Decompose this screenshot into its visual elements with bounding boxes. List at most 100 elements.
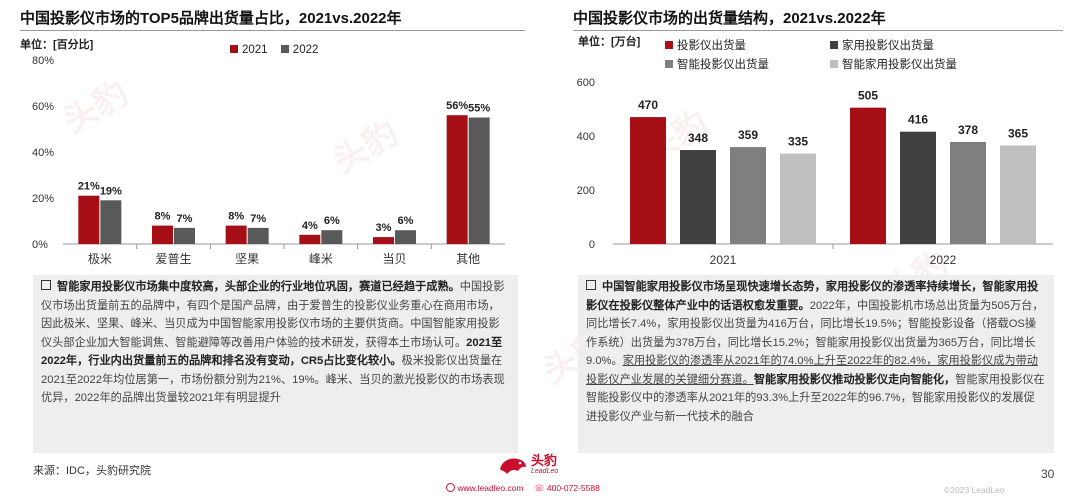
bar-series-4 — [1000, 145, 1036, 244]
data-label: 365 — [1008, 126, 1028, 140]
legend-label: 投影仪出货量 — [677, 40, 746, 52]
globe-icon — [446, 483, 455, 492]
legend-swatch — [280, 45, 289, 53]
bar-series-1 — [850, 107, 886, 245]
legend-label: 2022 — [292, 44, 319, 56]
y-tick-label: 600 — [577, 77, 595, 89]
logo-text: 头豹 — [531, 453, 558, 468]
phone-number: 400-072-5588 — [546, 483, 600, 493]
x-tick-label: 极米 — [88, 252, 112, 266]
x-tick-label: 2021 — [710, 253, 737, 267]
leopard-logo-icon — [500, 458, 526, 474]
x-tick-label: 2022 — [930, 253, 957, 267]
page-number: 30 — [1041, 467, 1055, 481]
legend-swatch — [830, 41, 838, 49]
right-text-normal-1: 2022年，中国投影机市场总出货量为505万台，同比增长7.4%，家用投影仪出货… — [586, 299, 1044, 368]
data-label: 21% — [78, 181, 100, 193]
legend-label: 智能投影仪出货量 — [677, 59, 769, 71]
x-tick-label: 坚果 — [235, 252, 259, 266]
left-text-normal-2: 极米投影仪出货量在2021至2022年均位居第一，市场份额分别为21%、19%。… — [41, 355, 505, 404]
left-unit-label: 单位：[百分比] — [20, 39, 94, 51]
phone-icon: ☏ — [533, 483, 545, 493]
y-tick-label: 20% — [32, 193, 54, 205]
legend-swatch — [665, 41, 673, 49]
x-tick-label: 其他 — [456, 252, 480, 266]
checkbox-bullet-icon — [586, 280, 596, 290]
leadleo-logo: 头豹 LeadLeo — [498, 453, 559, 477]
y-tick-label: 80% — [32, 55, 54, 67]
data-label: 378 — [958, 123, 978, 137]
bar-series-1 — [630, 117, 666, 244]
right-legend-item-2: 家用投影仪出货量 — [830, 37, 934, 53]
right-text-underlined: 家用投影仪的渗透率从2021年的74.0%上升至2022年的82.4%，家用投影… — [586, 355, 1038, 386]
data-label: 8% — [155, 211, 171, 223]
data-label: 4% — [302, 220, 318, 232]
legend-swatch — [230, 45, 238, 53]
website-link[interactable]: www.leadleo.com — [457, 483, 524, 493]
bar-2021 — [78, 195, 100, 244]
legend-swatch — [830, 60, 838, 68]
bar-2022 — [321, 230, 343, 244]
bar-2022 — [174, 227, 195, 244]
data-label: 7% — [250, 213, 266, 225]
left-text-bold-1: 智能家用投影仪市场集中度较高，头部企业的行业地位巩固，赛道已经趋于成熟。 — [57, 281, 460, 293]
x-tick-label: 当贝 — [382, 252, 406, 266]
bar-2022 — [468, 117, 490, 244]
y-tick-label: 0 — [589, 239, 595, 251]
bar-2021 — [152, 225, 173, 244]
data-label: 19% — [100, 185, 122, 197]
copyright: ©2023 LeadLeo — [944, 485, 1005, 495]
data-label: 8% — [228, 211, 244, 223]
bar-2021 — [225, 225, 247, 244]
logo-subtext: LeadLeo — [531, 468, 559, 475]
source-note: 来源：IDC，头豹研究院 — [33, 465, 151, 477]
legend-item-2022: 2022 — [280, 44, 319, 56]
bar-2022 — [247, 227, 269, 244]
x-tick-label: 爱普生 — [155, 252, 191, 266]
bar-2021 — [299, 234, 321, 244]
right-text-bold-1: 中国智能家用投影仪市场呈现快速增长态势，家用投影仪的渗透率持续增长，智能家用投影… — [586, 281, 1039, 312]
legend-label: 2021 — [242, 44, 268, 56]
bar-series-2 — [680, 150, 716, 244]
data-label: 505 — [858, 89, 878, 103]
bar-2022 — [395, 230, 416, 244]
data-label: 55% — [468, 103, 490, 115]
data-label: 7% — [177, 213, 193, 225]
left-panel-title: 中国投影仪市场的TOP5品牌出货量占比，2021vs.2022年 — [20, 10, 402, 27]
data-label: 335 — [788, 135, 808, 149]
checkbox-bullet-icon — [41, 280, 51, 290]
data-label: 359 — [738, 128, 758, 142]
legend-label: 智能家用投影仪出货量 — [842, 59, 957, 71]
right-panel-title: 中国投影仪市场的出货量结构，2021vs.2022年 — [573, 10, 886, 27]
bar-2021 — [373, 237, 394, 244]
left-title-divider — [20, 30, 525, 31]
right-text-box: 中国智能家用投影仪市场呈现快速增长态势，家用投影仪的渗透率持续增长，智能家用投影… — [578, 275, 1054, 453]
data-label: 6% — [398, 215, 414, 227]
right-unit-label: 单位：[万台] — [578, 36, 641, 48]
left-text-bold-2: 2021至2022年，行业内出货量前五的品牌和排名没有变动，CR5占比变化较小。 — [41, 336, 503, 368]
data-label: 348 — [688, 131, 708, 145]
right-text-normal-2: 智能家用投影仪在智能投影仪中的渗透率从2021年的93.3%上升至2022年的9… — [586, 373, 1045, 423]
y-tick-label: 60% — [32, 101, 54, 113]
y-tick-label: 400 — [577, 131, 595, 143]
bar-series-2 — [900, 131, 936, 244]
left-text-normal-1: 中国投影仪市场出货量前五的品牌中，有四个是国产品牌，由于爱普生的投影仪业务重心在… — [41, 281, 505, 349]
y-tick-label: 200 — [577, 185, 595, 197]
right-legend-item-3: 智能投影仪出货量 — [665, 56, 769, 72]
data-label: 56% — [446, 100, 468, 112]
x-tick-label: 峰米 — [309, 252, 333, 266]
left-legend: 2021 2022 — [230, 44, 318, 56]
bar-2021 — [446, 115, 468, 244]
legend-label: 家用投影仪出货量 — [842, 40, 934, 52]
y-tick-label: 0% — [32, 239, 48, 251]
bar-2022 — [100, 200, 122, 244]
right-title-divider — [573, 30, 1063, 31]
data-label: 6% — [324, 215, 340, 227]
right-bar-chart: 0 200 400 600 470 348 359 335 2021 505 416 378 365 20… — [577, 77, 1053, 267]
right-legend-item-4: 智能家用投影仪出货量 — [830, 56, 957, 72]
contact-line: www.leadleo.com ☏ 400-072-5588 — [446, 483, 600, 494]
left-text-box: 智能家用投影仪市场集中度较高，头部企业的行业地位巩固，赛道已经趋于成熟。中国投影… — [33, 275, 518, 453]
bar-series-3 — [950, 141, 986, 244]
right-text-bold-2: 智能家用投影仪推动投影仪走向智能化， — [753, 373, 956, 386]
data-label: 416 — [908, 113, 928, 127]
